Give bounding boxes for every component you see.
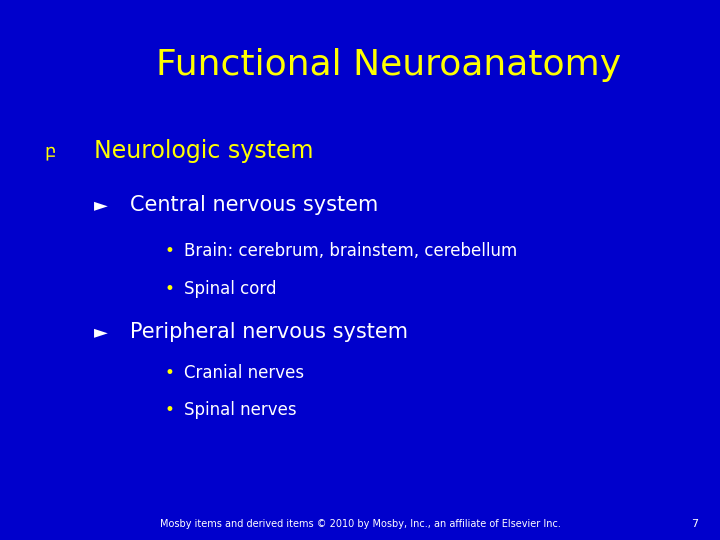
Text: Brain: cerebrum, brainstem, cerebellum: Brain: cerebrum, brainstem, cerebellum bbox=[184, 242, 517, 260]
Text: ►: ► bbox=[94, 323, 108, 341]
Text: բ: բ bbox=[45, 142, 56, 160]
Text: Spinal cord: Spinal cord bbox=[184, 280, 276, 298]
Text: Neurologic system: Neurologic system bbox=[94, 139, 313, 163]
Text: •: • bbox=[164, 401, 174, 420]
Text: 7: 7 bbox=[691, 519, 698, 529]
Text: ►: ► bbox=[94, 196, 108, 214]
Text: Central nervous system: Central nervous system bbox=[130, 195, 378, 215]
Text: Mosby items and derived items © 2010 by Mosby, Inc., an affiliate of Elsevier In: Mosby items and derived items © 2010 by … bbox=[160, 519, 560, 529]
Text: •: • bbox=[164, 280, 174, 298]
Text: •: • bbox=[164, 363, 174, 382]
Text: •: • bbox=[164, 242, 174, 260]
Text: Functional Neuroanatomy: Functional Neuroanatomy bbox=[156, 48, 621, 82]
Text: Spinal nerves: Spinal nerves bbox=[184, 401, 296, 420]
Text: Peripheral nervous system: Peripheral nervous system bbox=[130, 322, 408, 342]
Text: Cranial nerves: Cranial nerves bbox=[184, 363, 304, 382]
